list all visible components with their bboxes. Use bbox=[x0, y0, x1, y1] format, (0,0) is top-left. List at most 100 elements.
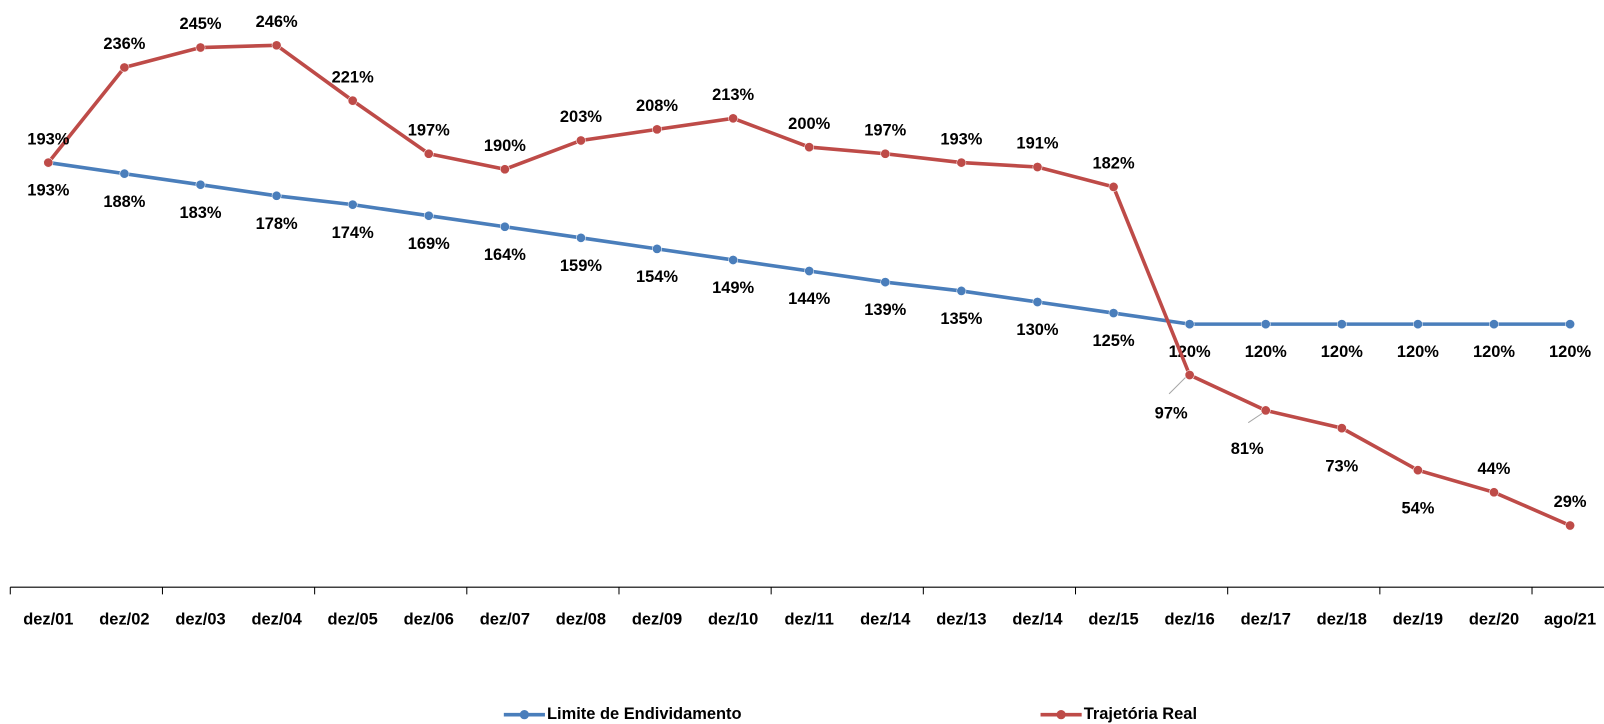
data-label: 154% bbox=[636, 268, 678, 286]
point bbox=[880, 277, 891, 287]
data-label: 120% bbox=[1321, 343, 1363, 361]
data-label: 191% bbox=[1016, 135, 1058, 153]
point bbox=[652, 244, 662, 254]
point bbox=[1336, 319, 1347, 330]
point bbox=[576, 232, 586, 243]
legend-label: Trajetória Real bbox=[1084, 705, 1197, 723]
leader-line bbox=[1247, 411, 1264, 424]
data-label: 213% bbox=[712, 86, 754, 104]
data-label: 120% bbox=[1169, 343, 1211, 361]
point bbox=[1489, 487, 1499, 498]
point bbox=[1260, 405, 1271, 416]
point bbox=[804, 266, 815, 276]
point bbox=[956, 286, 967, 296]
point bbox=[1260, 319, 1271, 330]
data-label: 200% bbox=[788, 115, 830, 133]
x-tick-label: ago/21 bbox=[1544, 610, 1596, 628]
point bbox=[1184, 370, 1195, 380]
x-tick-label: dez/03 bbox=[175, 610, 225, 628]
point bbox=[1489, 319, 1499, 330]
data-label: 208% bbox=[636, 97, 678, 115]
x-tick-label: dez/05 bbox=[328, 610, 378, 628]
point bbox=[43, 157, 54, 168]
data-label: 159% bbox=[560, 257, 602, 275]
data-label: 203% bbox=[560, 108, 602, 126]
point bbox=[880, 148, 891, 159]
x-tick-label: dez/01 bbox=[23, 610, 73, 628]
data-label: 125% bbox=[1093, 332, 1135, 350]
data-label: 188% bbox=[103, 193, 145, 211]
point bbox=[804, 142, 815, 152]
data-label: 169% bbox=[408, 235, 450, 253]
point bbox=[195, 42, 206, 53]
data-label: 246% bbox=[256, 13, 298, 31]
x-tick-label: dez/15 bbox=[1088, 610, 1138, 628]
point bbox=[499, 221, 510, 232]
data-label: 54% bbox=[1401, 500, 1434, 518]
data-label: 120% bbox=[1245, 343, 1287, 361]
point bbox=[1108, 308, 1119, 318]
x-tick-label: dez/09 bbox=[632, 610, 682, 628]
legend-marker bbox=[519, 710, 530, 720]
data-label: 44% bbox=[1478, 460, 1511, 478]
point bbox=[499, 164, 510, 175]
point bbox=[423, 148, 434, 159]
point bbox=[195, 179, 206, 190]
x-tick-label: dez/17 bbox=[1241, 610, 1291, 628]
point bbox=[119, 62, 130, 73]
point bbox=[1565, 520, 1575, 531]
point bbox=[728, 113, 738, 124]
point bbox=[1032, 162, 1043, 172]
data-label: 81% bbox=[1231, 440, 1264, 458]
x-tick-label: dez/14 bbox=[860, 610, 911, 628]
point bbox=[1413, 465, 1423, 476]
data-label: 73% bbox=[1325, 458, 1358, 476]
data-label: 130% bbox=[1016, 321, 1058, 339]
data-label: 197% bbox=[408, 121, 450, 139]
data-label: 174% bbox=[332, 224, 374, 242]
data-label: 120% bbox=[1473, 343, 1515, 361]
point bbox=[423, 210, 434, 221]
data-label: 182% bbox=[1093, 155, 1135, 173]
x-tick-label: dez/13 bbox=[936, 610, 986, 628]
data-label: 178% bbox=[256, 215, 298, 233]
x-tick-label: dez/08 bbox=[556, 610, 606, 628]
leader-line bbox=[1168, 375, 1188, 395]
point bbox=[119, 168, 130, 179]
data-label: 149% bbox=[712, 279, 754, 297]
data-label: 164% bbox=[484, 246, 526, 264]
data-label: 139% bbox=[864, 301, 906, 319]
data-label: 245% bbox=[179, 15, 221, 33]
point bbox=[1032, 297, 1043, 307]
point bbox=[1108, 182, 1119, 192]
data-label: 120% bbox=[1549, 343, 1591, 361]
data-label: 183% bbox=[179, 204, 221, 222]
x-tick-label: dez/18 bbox=[1317, 610, 1367, 628]
point bbox=[271, 40, 282, 51]
point bbox=[347, 199, 358, 210]
x-tick-label: dez/04 bbox=[251, 610, 302, 628]
legend-marker bbox=[1056, 710, 1066, 720]
point bbox=[1565, 319, 1575, 330]
data-label: 135% bbox=[940, 310, 982, 328]
x-tick-label: dez/20 bbox=[1469, 610, 1519, 628]
point bbox=[728, 255, 738, 265]
point bbox=[271, 190, 282, 201]
data-label: 144% bbox=[788, 290, 830, 308]
x-tick-label: dez/06 bbox=[404, 610, 454, 628]
point bbox=[347, 95, 358, 106]
point bbox=[576, 135, 586, 146]
x-tick-label: dez/14 bbox=[1012, 610, 1063, 628]
x-tick-label: dez/11 bbox=[785, 610, 834, 628]
data-label: 120% bbox=[1397, 343, 1439, 361]
data-label: 197% bbox=[864, 121, 906, 139]
point bbox=[1413, 319, 1423, 330]
x-tick-label: dez/07 bbox=[480, 610, 530, 628]
point bbox=[1336, 423, 1347, 434]
x-tick-label: dez/19 bbox=[1393, 610, 1443, 628]
data-label: 236% bbox=[103, 35, 145, 53]
point bbox=[652, 124, 662, 135]
legend-label: Limite de Endividamento bbox=[547, 705, 742, 723]
data-label: 29% bbox=[1554, 493, 1587, 511]
